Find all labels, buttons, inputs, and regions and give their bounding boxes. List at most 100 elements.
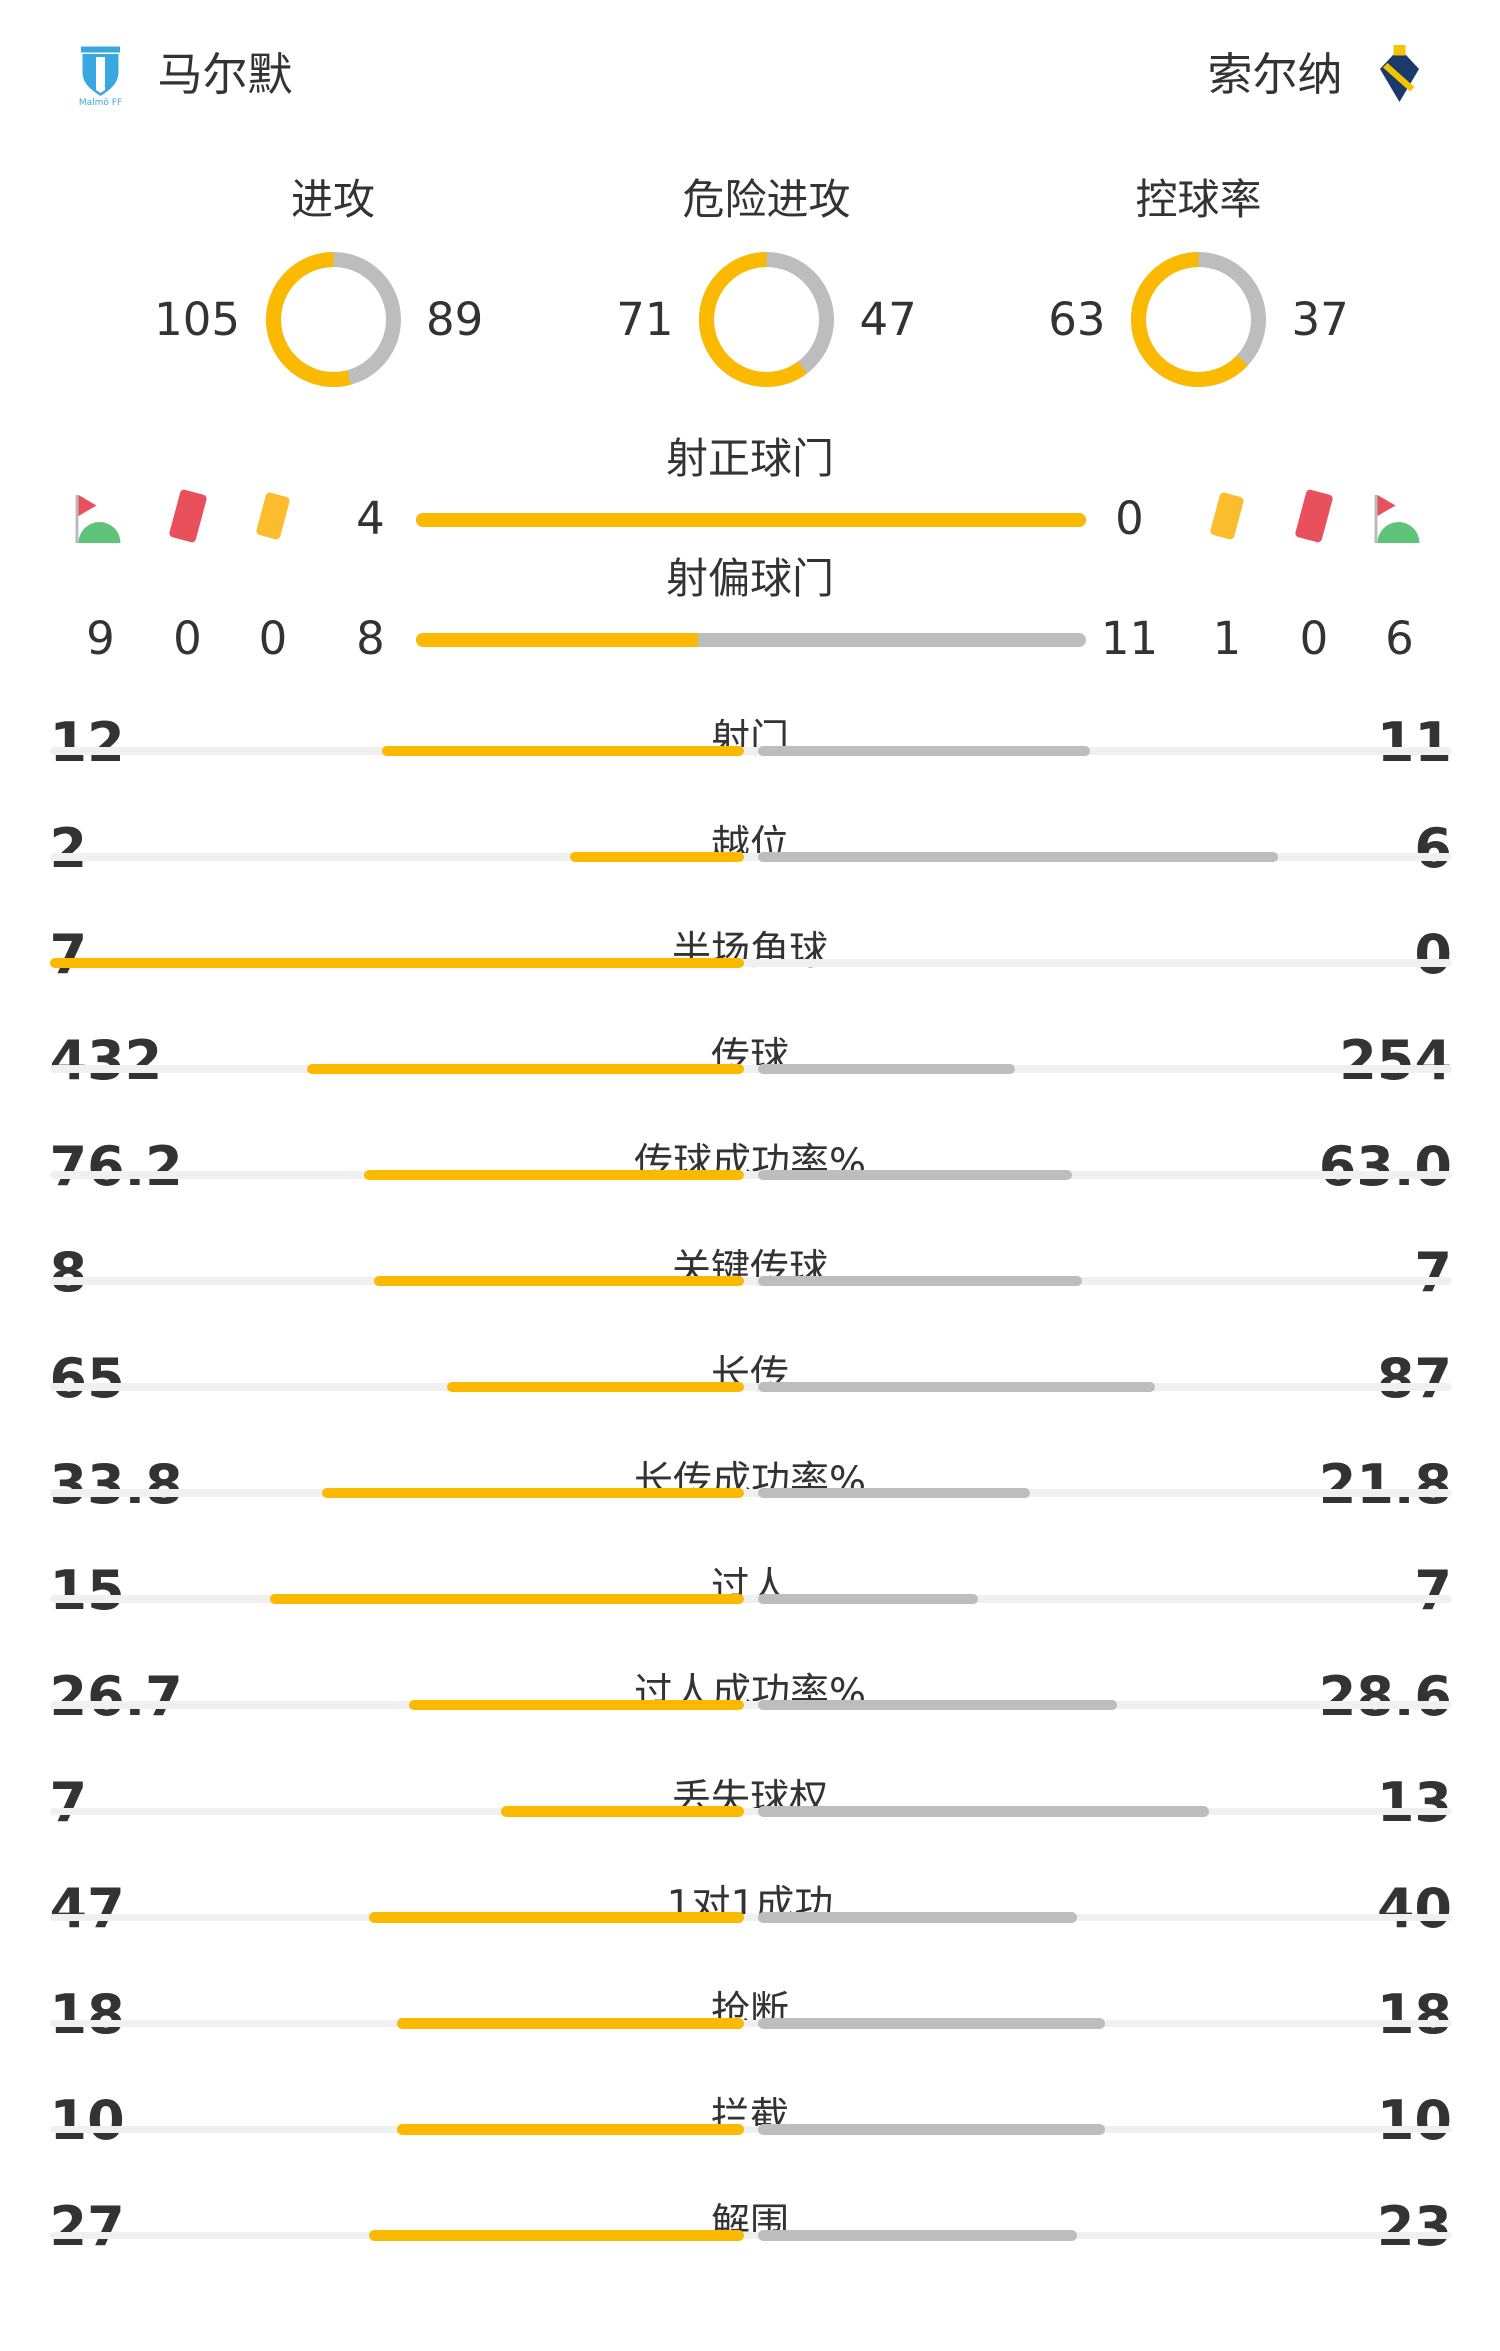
stat-away-bar	[757, 2230, 1077, 2241]
stat-track	[49, 2125, 1452, 2134]
shots-off-away: 11	[1100, 612, 1159, 665]
stat-track	[49, 1701, 1452, 1709]
stat-row: 18 抢断 18	[0, 1985, 1500, 2090]
stat-home-bar	[373, 1275, 744, 1287]
stat-home-value: 47	[49, 1877, 125, 1941]
stat-away-bar	[757, 1169, 1072, 1181]
stat-home-bar	[500, 1806, 744, 1817]
stat-home-value: 18	[49, 1983, 125, 2047]
stat-home-bar	[396, 2124, 744, 2135]
stat-home-bar	[49, 957, 744, 969]
stat-row: 8 关键传球 7	[0, 1240, 1500, 1348]
shots-off-home-fill	[415, 633, 698, 647]
donut-title: 控球率	[1135, 174, 1262, 224]
red-card-icon	[168, 489, 207, 543]
stat-track	[49, 1277, 1452, 1285]
stat-away-bar	[757, 1699, 1117, 1711]
away-yellow-cards: 1	[1212, 612, 1242, 665]
stat-home-value: 33.8	[49, 1452, 183, 1516]
stat-row: 7 半场角球 0	[0, 922, 1500, 1030]
home-team-logo: Malmö FF	[79, 46, 122, 108]
stat-label: 长传成功率%	[633, 1458, 867, 1504]
stat-row: 47 1对1成功 40	[0, 1879, 1500, 1984]
shots-on-home-fill	[415, 513, 1086, 527]
donut-home-arc	[1131, 252, 1266, 387]
stat-away-value: 63.0	[1318, 1134, 1452, 1198]
shots-off-target-bar	[415, 633, 1086, 647]
stat-row: 27 解围 23	[0, 2197, 1500, 2302]
stat-row: 432 传球 254	[0, 1028, 1500, 1136]
donut-home-value: 105	[154, 292, 240, 346]
stat-home-value: 26.7	[49, 1664, 183, 1728]
stat-home-value: 76.2	[49, 1134, 183, 1198]
home-red-cards: 0	[173, 612, 202, 665]
stat-row: 15 过人 7	[0, 1558, 1500, 1666]
stat-home-value: 7	[49, 1771, 88, 1834]
stat-away-value: 28.6	[1318, 1664, 1452, 1728]
stat-home-bar	[570, 851, 744, 863]
corner-flag-icon	[75, 495, 120, 543]
stat-away-bar	[757, 1487, 1030, 1499]
stat-label: 长传	[710, 1352, 789, 1398]
stat-track	[49, 747, 1452, 755]
stat-away-bar	[757, 1381, 1155, 1393]
stat-label: 过人	[710, 1564, 789, 1610]
stat-track	[49, 1171, 1452, 1179]
donut-title: 危险进攻	[682, 174, 851, 224]
corner-flag-icon	[1374, 495, 1419, 543]
stat-away-bar	[757, 851, 1279, 863]
stat-away-value: 87	[1376, 1346, 1452, 1410]
stat-track	[49, 1065, 1452, 1073]
stat-away-bar	[757, 1593, 979, 1605]
stat-label: 1对1成功	[666, 1883, 834, 1929]
donut-home-value: 71	[616, 292, 674, 346]
stat-away-bar	[757, 745, 1090, 756]
stat-row: 7 丢失球权 13	[0, 1773, 1500, 1878]
stat-track	[49, 1383, 1452, 1391]
shots-off-home: 8	[356, 612, 385, 665]
stat-away-value: 7	[1414, 1240, 1452, 1304]
shots-on-target-title: 射正球门	[665, 434, 834, 483]
stat-away-value: 254	[1339, 1028, 1452, 1092]
donut-chart	[265, 252, 401, 387]
stat-row: 10 拦截 10	[0, 2091, 1500, 2196]
red-card-icon	[1295, 489, 1333, 543]
stat-row: 33.8 长传成功率% 21.8	[0, 1452, 1500, 1560]
away-corners: 6	[1385, 612, 1414, 665]
stat-away-value: 21.8	[1318, 1452, 1452, 1516]
away-red-cards: 0	[1299, 612, 1329, 665]
stat-label: 解围	[710, 2201, 789, 2247]
shots-off-target-title: 射偏球门	[665, 554, 834, 603]
stat-track	[49, 1807, 1452, 1815]
donut-chart	[699, 252, 834, 387]
stat-track	[49, 1595, 1452, 1603]
stat-track	[49, 959, 1452, 967]
stat-away-value: 7	[1414, 1558, 1452, 1622]
stat-away-value: 0	[1414, 922, 1452, 986]
stat-row: 2 越位 6	[0, 816, 1500, 924]
donut-away-value: 37	[1291, 292, 1349, 346]
stat-row: 26.7 过人成功率% 28.6	[0, 1664, 1500, 1772]
stat-away-value: 13	[1376, 1771, 1452, 1834]
stat-home-value: 2	[49, 816, 88, 880]
donut-away-value: 47	[859, 292, 917, 346]
donut-away-value: 89	[426, 292, 484, 346]
donut-chart	[1131, 252, 1266, 387]
away-team-name: 索尔纳	[1207, 48, 1343, 101]
shots-on-home: 4	[356, 492, 385, 545]
stat-home-value: 65	[49, 1346, 125, 1410]
stat-label: 传球	[710, 1034, 789, 1080]
stat-home-bar	[447, 1381, 744, 1393]
home-yellow-cards: 0	[258, 612, 288, 665]
stat-home-value: 10	[49, 2089, 125, 2153]
stat-home-value: 12	[49, 710, 125, 774]
stat-home-bar	[368, 2230, 744, 2241]
stat-home-value: 27	[49, 2195, 125, 2259]
donut-home-value: 63	[1048, 292, 1106, 346]
stat-home-value: 15	[49, 1558, 125, 1622]
stat-label: 半场角球	[671, 928, 828, 974]
stat-label: 过人成功率%	[633, 1670, 867, 1716]
stat-away-bar	[757, 1912, 1077, 1923]
stat-away-bar	[757, 1063, 1015, 1075]
